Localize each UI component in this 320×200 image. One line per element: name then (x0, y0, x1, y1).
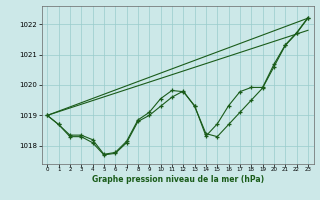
X-axis label: Graphe pression niveau de la mer (hPa): Graphe pression niveau de la mer (hPa) (92, 175, 264, 184)
